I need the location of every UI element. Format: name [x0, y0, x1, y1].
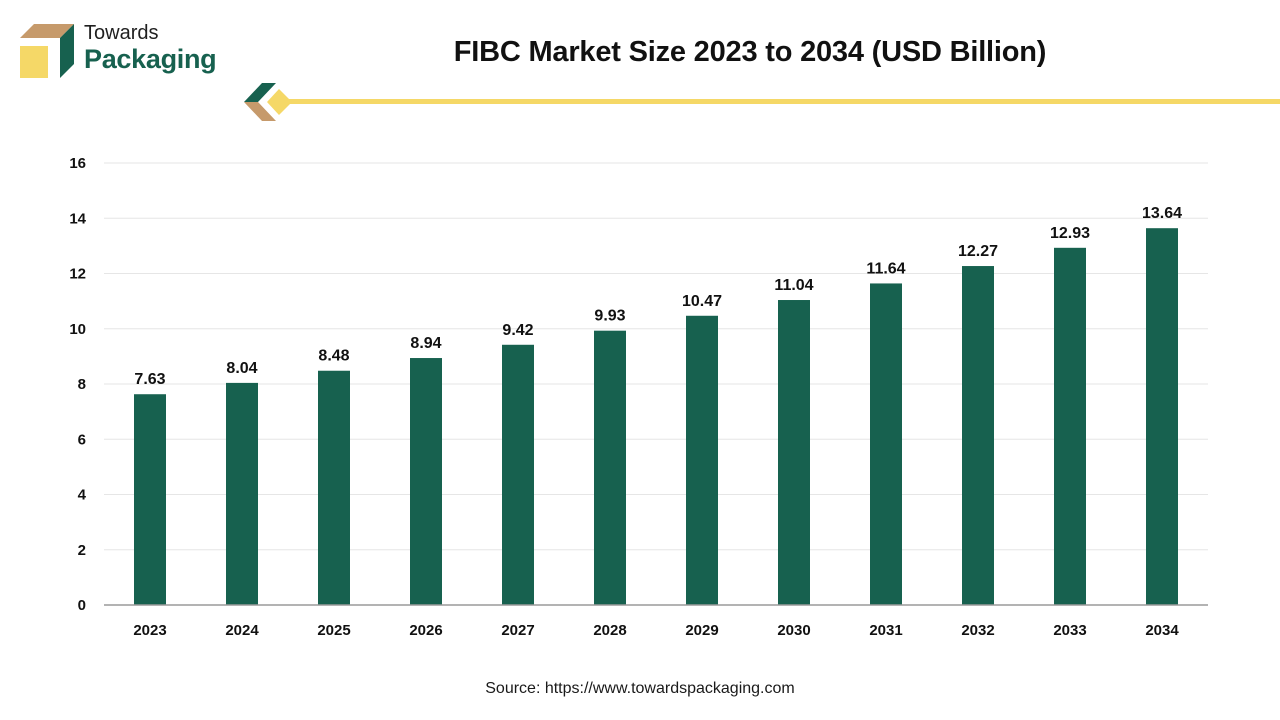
- box-icon: [20, 24, 74, 78]
- bar-2031: [870, 283, 902, 605]
- bar-2034: [1146, 228, 1178, 605]
- x-tick-label: 2028: [593, 622, 626, 639]
- x-tick-label: 2026: [409, 622, 442, 639]
- bar-2028: [594, 330, 626, 605]
- bar-2023: [134, 394, 166, 605]
- divider-diamond-tan: [244, 102, 276, 121]
- data-label-2034: 13.64: [1142, 205, 1182, 222]
- brand-name-line2: Packaging: [84, 44, 217, 74]
- data-label-2024: 8.04: [226, 360, 257, 377]
- x-tick-label: 2023: [133, 622, 166, 639]
- data-label-2031: 11.64: [866, 260, 905, 277]
- x-tick-label: 2031: [869, 622, 902, 639]
- data-label-2023: 7.63: [134, 371, 165, 388]
- bar-2032: [962, 266, 994, 605]
- gridlines: [104, 162, 1208, 551]
- data-label-2029: 10.47: [682, 293, 722, 310]
- y-axis-ticks: 0 2 4 6 8 10 12 14 16: [69, 155, 86, 614]
- data-label-2027: 9.42: [502, 322, 533, 339]
- y-tick-label: 12: [69, 266, 86, 283]
- x-axis-ticks: 2023 2024 2025 2026 2027 2028 2029 2030 2031 2032…: [133, 622, 1179, 639]
- data-label-2032: 12.27: [958, 243, 998, 260]
- y-tick-label: 10: [69, 321, 86, 338]
- brand-logo: Towards Packaging: [16, 22, 236, 82]
- x-tick-label: 2034: [1145, 622, 1179, 639]
- x-tick-label: 2025: [317, 622, 350, 639]
- x-tick-label: 2033: [1053, 622, 1086, 639]
- title-divider: [244, 83, 1280, 121]
- x-tick-label: 2024: [225, 622, 259, 639]
- brand-wordmark: Towards Packaging: [84, 22, 217, 74]
- y-tick-label: 14: [69, 210, 86, 227]
- data-label-2025: 8.48: [318, 348, 349, 365]
- bar-2030: [778, 300, 810, 605]
- chart-title: FIBC Market Size 2023 to 2034 (USD Billi…: [453, 36, 1047, 68]
- divider-diamond-yellow: [267, 89, 292, 115]
- y-tick-label: 2: [78, 542, 86, 559]
- bar-2026: [410, 358, 442, 605]
- divider-line: [280, 99, 1280, 104]
- x-tick-label: 2030: [777, 622, 810, 639]
- bar-2027: [502, 344, 534, 605]
- y-tick-label: 8: [78, 376, 86, 393]
- x-tick-label: 2029: [685, 622, 718, 639]
- data-label-2028: 9.93: [594, 308, 625, 325]
- y-tick-label: 0: [78, 597, 86, 614]
- bar-2025: [318, 370, 350, 605]
- x-tick-label: 2032: [961, 622, 994, 639]
- y-tick-label: 16: [69, 155, 86, 172]
- data-label-2026: 8.94: [410, 335, 441, 352]
- bar-2029: [686, 315, 718, 605]
- bar-2033: [1054, 247, 1086, 605]
- source-note: Source: https://www.towardspackaging.com: [485, 680, 795, 697]
- x-tick-label: 2027: [501, 622, 534, 639]
- y-tick-label: 4: [78, 487, 87, 504]
- brand-name-line1: Towards: [84, 22, 159, 44]
- y-tick-label: 6: [78, 431, 86, 448]
- bar-2024: [226, 382, 258, 605]
- bars: 7.63 8.04 8.48 8.94 9.42 9.93 10.47 11.04 11.64 1…: [134, 205, 1182, 605]
- divider-diamond-green: [244, 83, 276, 102]
- data-label-2030: 11.04: [774, 277, 813, 294]
- data-label-2033: 12.93: [1050, 225, 1090, 242]
